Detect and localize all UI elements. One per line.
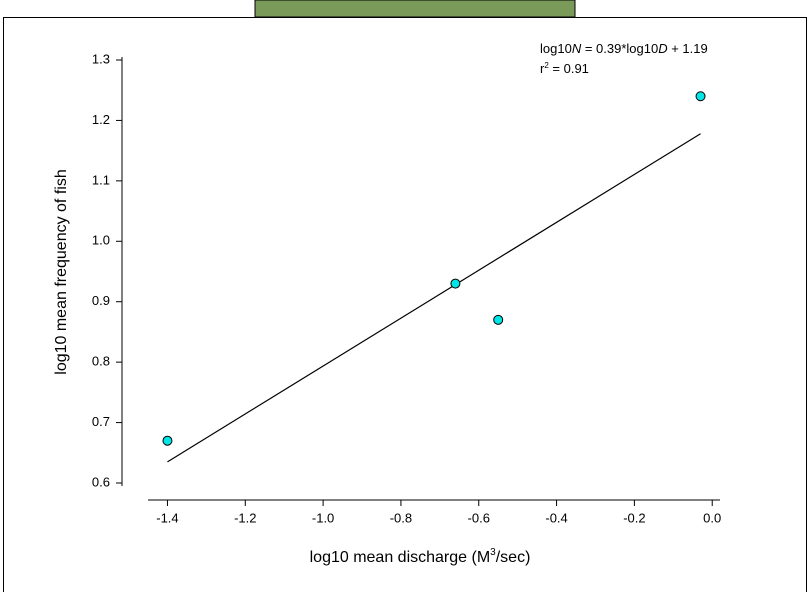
equation-part: + 1.19 — [668, 41, 708, 56]
x-tick-label: -0.4 — [545, 510, 567, 525]
point — [493, 314, 504, 325]
point — [450, 278, 461, 289]
x-tick-label: 0.0 — [703, 510, 721, 525]
x-tick-label: -1.4 — [156, 510, 178, 525]
r-squared: r2 = 0.91 — [540, 61, 589, 77]
x-axis-label-part: log10 mean discharge (M — [310, 549, 491, 566]
cropped-image — [254, 0, 576, 18]
x-tick-label: -0.2 — [623, 510, 645, 525]
y-tick-label: 0.7 — [92, 414, 110, 429]
y-tick-label: 0.6 — [92, 474, 110, 489]
x-axis-label-part: /sec) — [496, 549, 531, 566]
point — [695, 91, 706, 102]
x-tick-label: -1.0 — [312, 510, 334, 525]
x-tick-label: -0.6 — [468, 510, 490, 525]
equation-part: N — [572, 41, 582, 56]
y-tick-label: 1.0 — [92, 233, 110, 248]
x-axis-label-part: 3 — [490, 547, 496, 558]
y-tick-label: 1.2 — [92, 112, 110, 127]
y-axis-label: log10 mean frequency of fish — [53, 169, 70, 374]
equation-part: D — [658, 41, 667, 56]
x-tick-label: -1.2 — [234, 510, 256, 525]
r-squared-part: 2 — [544, 61, 549, 70]
equation: log10N = 0.39*log10D + 1.19 — [540, 41, 708, 56]
equation-part: = 0.39*log10 — [581, 41, 658, 56]
point — [162, 435, 173, 446]
equation-part: log10 — [540, 41, 572, 56]
y-tick-label: 0.9 — [92, 293, 110, 308]
x-tick-label: -0.8 — [390, 510, 412, 525]
fit-line — [167, 133, 701, 463]
frame — [3, 17, 807, 592]
r-squared-part: = 0.91 — [549, 61, 589, 76]
y-tick-label: 1.1 — [92, 172, 110, 187]
y-tick-label: 1.3 — [92, 51, 110, 66]
x-axis-label: log10 mean discharge (M3/sec) — [310, 547, 531, 566]
r-squared-part: r — [540, 61, 545, 76]
y-tick-label: 0.8 — [92, 354, 110, 369]
